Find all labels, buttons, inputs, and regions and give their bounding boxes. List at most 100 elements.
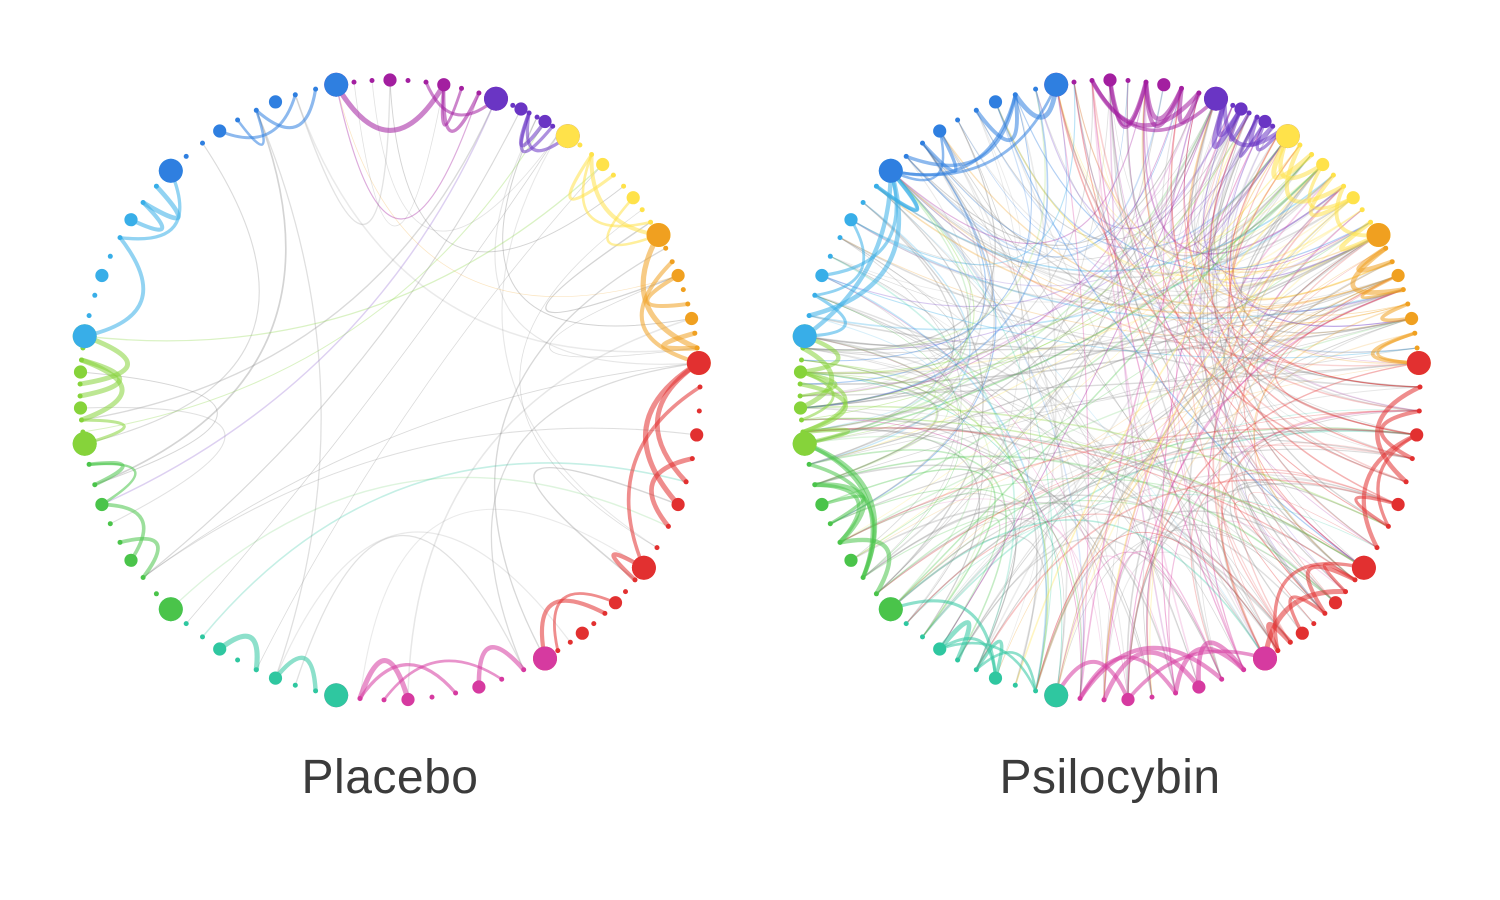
network-node [1033, 87, 1038, 92]
network-node [382, 697, 387, 702]
network-node [591, 621, 596, 626]
network-node [79, 418, 84, 423]
network-node [1392, 498, 1405, 511]
network-node [640, 207, 645, 212]
network-node [989, 672, 1002, 685]
local-edge [238, 110, 264, 144]
cross-edge [203, 463, 687, 637]
local-edge [651, 459, 692, 527]
network-node [1044, 73, 1068, 97]
network-node [527, 111, 532, 116]
network-node [235, 658, 240, 663]
network-node [1253, 647, 1277, 671]
network-node [602, 611, 607, 616]
network-node [141, 575, 146, 580]
network-node [406, 78, 411, 83]
cross-edge [256, 110, 321, 678]
network-node [690, 428, 703, 441]
network-node [1311, 621, 1316, 626]
network-node [453, 691, 458, 696]
network-node [1247, 111, 1252, 116]
network-node [1405, 312, 1418, 325]
network-node [78, 394, 83, 399]
network-node [920, 634, 925, 639]
network-node [1410, 456, 1415, 461]
network-node [989, 95, 1002, 108]
network-node [879, 159, 903, 183]
network-node [1234, 102, 1247, 115]
local-edge [85, 238, 144, 337]
local-edge [102, 505, 144, 561]
network-node [1417, 409, 1422, 414]
network-node [655, 545, 660, 550]
cross-edge [256, 165, 602, 670]
network-node [800, 430, 805, 435]
network-node [1309, 152, 1314, 157]
network-node [401, 693, 414, 706]
network-node [1173, 691, 1178, 696]
network-node [844, 554, 857, 567]
network-node [254, 667, 259, 672]
network-node [92, 293, 97, 298]
local-edge [220, 636, 257, 670]
network-node [1144, 80, 1149, 85]
network-node [807, 462, 812, 467]
network-node [213, 642, 226, 655]
network-node [576, 627, 589, 640]
network-node [79, 358, 84, 363]
network-node [78, 382, 83, 387]
cross-edge [520, 210, 657, 548]
network-node [1331, 173, 1336, 178]
connectome-psilocybin [760, 40, 1460, 740]
network-node [92, 482, 97, 487]
network-node [1013, 92, 1018, 97]
network-node [313, 688, 318, 693]
network-node [687, 351, 711, 375]
network-node [589, 152, 594, 157]
network-node [1404, 479, 1409, 484]
network-node [812, 293, 817, 298]
network-node [1230, 103, 1235, 108]
network-node [621, 184, 626, 189]
local-edge [1378, 435, 1417, 527]
network-node [555, 648, 560, 653]
network-node [798, 382, 803, 387]
network-node [1157, 78, 1170, 91]
network-node [87, 313, 92, 318]
network-node [1102, 697, 1107, 702]
network-node [807, 313, 812, 318]
network-node [108, 521, 113, 526]
network-node [108, 254, 113, 259]
cross-edge [276, 532, 571, 678]
network-node [681, 287, 686, 292]
network-node [1103, 73, 1116, 86]
network-node [670, 259, 675, 264]
network-node [184, 621, 189, 626]
network-node [293, 92, 298, 97]
network-node [74, 401, 87, 414]
network-node [235, 118, 240, 123]
network-node [533, 647, 557, 671]
network-node [358, 696, 363, 701]
network-node [200, 634, 205, 639]
network-node [692, 331, 697, 336]
network-node [690, 456, 695, 461]
network-node [352, 80, 357, 85]
network-node [1390, 259, 1395, 264]
network-node [974, 667, 979, 672]
panel-placebo: Placebo [40, 40, 740, 860]
network-node [1386, 524, 1391, 529]
network-node [1126, 78, 1131, 83]
network-node [118, 235, 123, 240]
network-node [1258, 115, 1271, 128]
network-node [799, 418, 804, 423]
network-node [73, 432, 97, 456]
caption-psilocybin: Psilocybin [760, 750, 1460, 805]
network-node [684, 479, 689, 484]
network-node [154, 591, 159, 596]
network-node [596, 158, 609, 171]
network-node [879, 597, 903, 621]
network-node [666, 524, 671, 529]
network-node [1341, 184, 1346, 189]
network-node [1196, 91, 1201, 96]
